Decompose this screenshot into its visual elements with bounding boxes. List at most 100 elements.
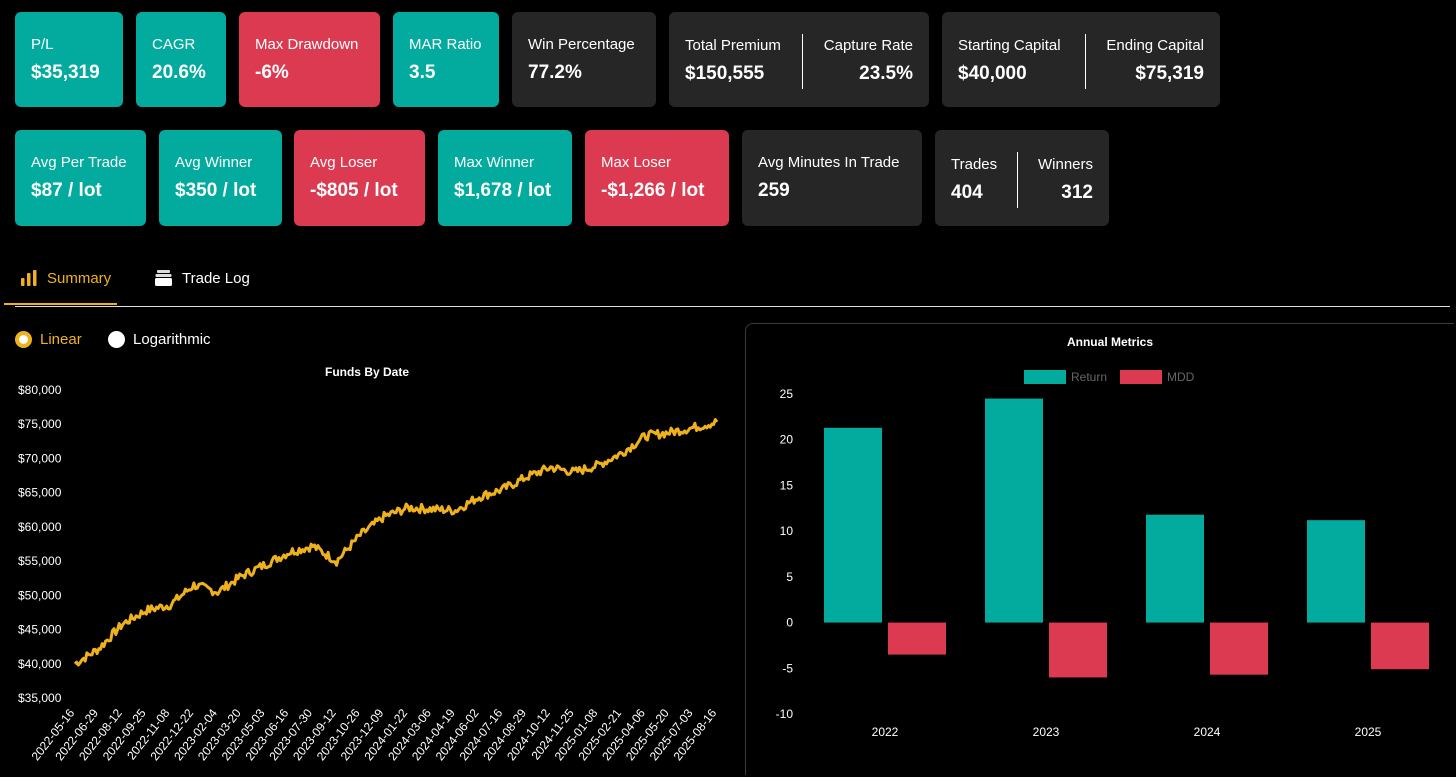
ending-capital-label: Ending Capital — [1106, 37, 1204, 54]
stat-value: 3.5 — [409, 62, 436, 83]
view-tabs: Summary Trade Log — [3, 262, 1450, 307]
y-tick-label: 5 — [786, 570, 793, 584]
stat-value: $1,678 / lot — [454, 180, 552, 201]
divider — [1017, 152, 1018, 208]
radio-dot — [108, 331, 125, 348]
stat-value: -6% — [255, 62, 289, 83]
legend-mdd-label[interactable]: MDD — [1167, 370, 1195, 384]
y-tick-label: -5 — [782, 661, 793, 675]
legend-return-label[interactable]: Return — [1071, 370, 1107, 384]
stat-card-max-drawdown: Max Drawdown -6% — [239, 12, 380, 107]
scale-log-radio[interactable]: Logarithmic — [108, 331, 211, 348]
ending-capital-value: $75,319 — [1135, 63, 1204, 84]
bar-chart-icon — [21, 270, 37, 286]
y-tick-label: $40,000 — [18, 657, 62, 671]
stat-card-cagr: CAGR 20.6% — [136, 12, 226, 107]
bar-mdd-2023[interactable] — [1049, 622, 1107, 678]
stat-card-max-winner: Max Winner $1,678 / lot — [438, 130, 572, 226]
x-tick-label: 2024 — [1194, 725, 1221, 739]
stack-icon — [155, 270, 172, 286]
divider — [802, 34, 803, 89]
stat-card-mar-ratio: MAR Ratio 3.5 — [393, 12, 499, 107]
x-tick-label: 2025 — [1355, 725, 1382, 739]
stat-label: CAGR — [152, 36, 196, 53]
tab-trade-log[interactable]: Trade Log — [154, 269, 250, 287]
bar-return-2022[interactable] — [824, 427, 882, 623]
stat-value: $87 / lot — [31, 180, 102, 201]
y-tick-label: 15 — [780, 478, 794, 492]
annual-metrics-chart: Annual Metrics Return MDD 25 20 15 10 5 0 -5 -1… — [776, 335, 1429, 739]
divider — [1085, 34, 1086, 89]
winners-value: 312 — [1061, 182, 1093, 203]
stat-value: 20.6% — [152, 62, 206, 83]
stat-card-premium: Total Premium $150,555 Capture Rate 23.5… — [669, 12, 929, 107]
stat-label: Max Winner — [454, 154, 535, 171]
bar-chart-title: Annual Metrics — [1067, 335, 1153, 349]
stat-card-pl: P/L $35,319 — [15, 12, 123, 107]
y-tick-label: $50,000 — [18, 588, 62, 602]
bar-return-2023[interactable] — [985, 398, 1043, 623]
stat-label: Max Loser — [601, 154, 672, 171]
stat-label: Avg Winner — [175, 154, 253, 171]
y-tick-label: 25 — [780, 387, 794, 401]
stat-label: MAR Ratio — [409, 36, 482, 53]
trades-value: 404 — [951, 182, 983, 203]
bar-return-2024[interactable] — [1146, 514, 1204, 623]
y-tick-label: $60,000 — [18, 520, 62, 534]
capture-rate-label: Capture Rate — [823, 37, 913, 54]
stat-card-capital: Starting Capital $40,000 Ending Capital … — [942, 12, 1220, 107]
y-tick-label: $65,000 — [18, 486, 62, 500]
stat-value: $35,319 — [31, 62, 100, 83]
stat-card-avg-minutes: Avg Minutes In Trade 259 — [742, 130, 922, 226]
stat-label: P/L — [31, 36, 54, 53]
legend-return-swatch[interactable] — [1024, 370, 1066, 384]
y-tick-label: $70,000 — [18, 451, 62, 465]
legend-mdd-swatch[interactable] — [1120, 370, 1162, 384]
stat-label: Avg Loser — [310, 154, 378, 171]
stat-label: Avg Per Trade — [31, 154, 127, 171]
starting-capital-label: Starting Capital — [958, 37, 1061, 54]
scale-linear-radio[interactable]: Linear — [15, 331, 82, 348]
winners-label: Winners — [1037, 156, 1093, 173]
bar-mdd-2022[interactable] — [888, 622, 946, 655]
line-chart-title: Funds By Date — [325, 365, 409, 379]
bar-mdd-2024[interactable] — [1210, 622, 1268, 675]
y-tick-label: $75,000 — [18, 417, 62, 431]
x-tick-label: 2023 — [1033, 725, 1060, 739]
radio-dot — [15, 331, 32, 348]
legend: Return MDD — [1024, 370, 1195, 384]
bar-mdd-2025[interactable] — [1371, 622, 1429, 670]
y-tick-label: 0 — [786, 616, 793, 630]
y-tick-label: $35,000 — [18, 691, 62, 705]
radio-label: Logarithmic — [133, 331, 211, 348]
stat-value: 77.2% — [528, 62, 582, 83]
stat-value: -$805 / lot — [310, 180, 398, 201]
total-premium-label: Total Premium — [685, 37, 781, 54]
y-tick-label: 20 — [780, 433, 794, 447]
stat-card-avg-winner: Avg Winner $350 / lot — [159, 130, 282, 226]
capture-rate-value: 23.5% — [859, 63, 913, 84]
stat-label: Max Drawdown — [255, 36, 359, 53]
stat-value: $350 / lot — [175, 180, 257, 201]
y-tick-label: $55,000 — [18, 554, 62, 568]
y-tick-label: -10 — [776, 707, 794, 721]
y-tick-label: $45,000 — [18, 623, 62, 637]
funds-by-date-chart: Funds By Date $80,000 $75,000 $70,000 $65,0… — [18, 365, 720, 763]
stat-card-avg-loser: Avg Loser -$805 / lot — [294, 130, 425, 226]
trades-label: Trades — [951, 156, 998, 173]
annual-metrics-panel — [745, 323, 1454, 775]
stat-label: Avg Minutes In Trade — [758, 154, 900, 171]
stat-card-avg-per-trade: Avg Per Trade $87 / lot — [15, 130, 146, 226]
stat-label: Win Percentage — [528, 36, 635, 53]
stat-value: -$1,266 / lot — [601, 180, 705, 201]
starting-capital-value: $40,000 — [958, 63, 1027, 84]
bar-return-2025[interactable] — [1307, 520, 1365, 623]
tab-summary[interactable]: Summary — [3, 269, 118, 305]
y-tick-label: $80,000 — [18, 383, 62, 397]
x-tick-label: 2022 — [872, 725, 899, 739]
radio-label: Linear — [40, 331, 82, 348]
tab-label: Trade Log — [182, 269, 250, 287]
stat-card-trades: Trades 404 Winners 312 — [935, 130, 1109, 226]
y-tick-label: 10 — [780, 524, 794, 538]
stat-card-max-loser: Max Loser -$1,266 / lot — [585, 130, 729, 226]
